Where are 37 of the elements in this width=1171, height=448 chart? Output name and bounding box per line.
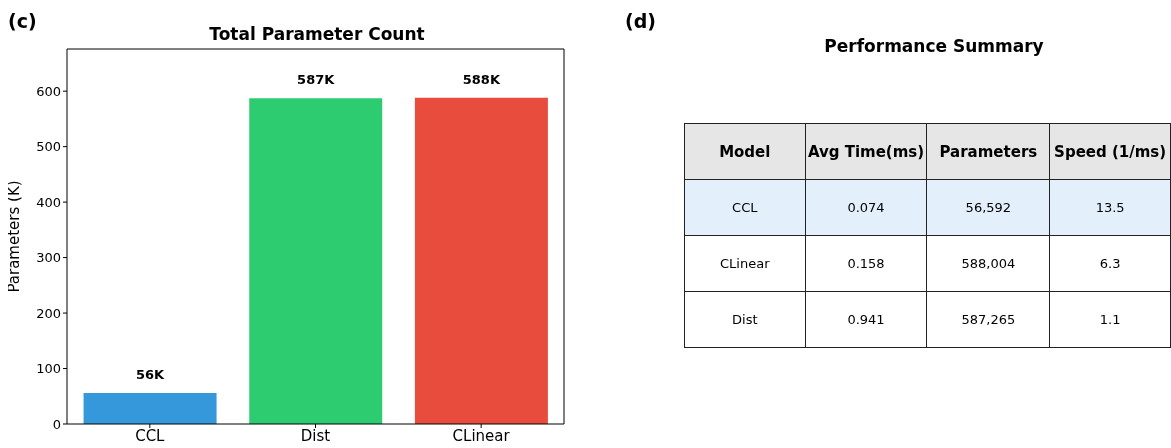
y-tick-label: 300 xyxy=(36,250,61,266)
bar xyxy=(414,97,548,424)
bar xyxy=(83,392,217,424)
text: CLinear xyxy=(720,256,770,271)
chart-title: Total Parameter Count xyxy=(208,24,426,44)
x-tick-label: CCL xyxy=(135,426,166,445)
text: Performance Summary xyxy=(823,36,1045,56)
text: 13.5 xyxy=(1095,200,1125,215)
text: 0.941 xyxy=(847,312,885,327)
category-label: Parameters xyxy=(926,123,1050,180)
y-tick-label: 400 xyxy=(36,194,61,210)
x-tick-label: Dist xyxy=(300,426,331,445)
y-tick-label: 0 xyxy=(52,416,61,432)
text: 587,265 xyxy=(961,312,1016,327)
y-tick-label: 500 xyxy=(36,139,61,155)
data-label: 587K xyxy=(297,72,336,88)
data-label: 588K xyxy=(462,71,501,87)
text: (c) xyxy=(8,10,37,32)
text: CCL xyxy=(732,200,758,215)
category-label: Avg Time(ms) xyxy=(805,123,927,180)
y-tick-label: 100 xyxy=(36,361,61,377)
text: 0.158 xyxy=(847,256,885,271)
text: 6.3 xyxy=(1099,256,1121,271)
x-tick-label: CLinear xyxy=(452,426,511,445)
text: 588,004 xyxy=(961,256,1016,271)
category-label: Model xyxy=(684,123,806,180)
y-tick-label: 600 xyxy=(36,83,61,99)
category-label: Speed (1/ms) xyxy=(1049,123,1171,180)
y-axis-title: Parameters (K) xyxy=(5,180,24,293)
bar xyxy=(249,98,383,424)
text: 1.1 xyxy=(1099,312,1121,327)
data-label: 56K xyxy=(135,366,166,382)
text: Dist xyxy=(732,312,758,327)
text: (d) xyxy=(625,10,656,32)
text: 56,592 xyxy=(965,200,1012,215)
y-tick-label: 200 xyxy=(36,305,61,321)
text: 0.074 xyxy=(847,200,885,215)
